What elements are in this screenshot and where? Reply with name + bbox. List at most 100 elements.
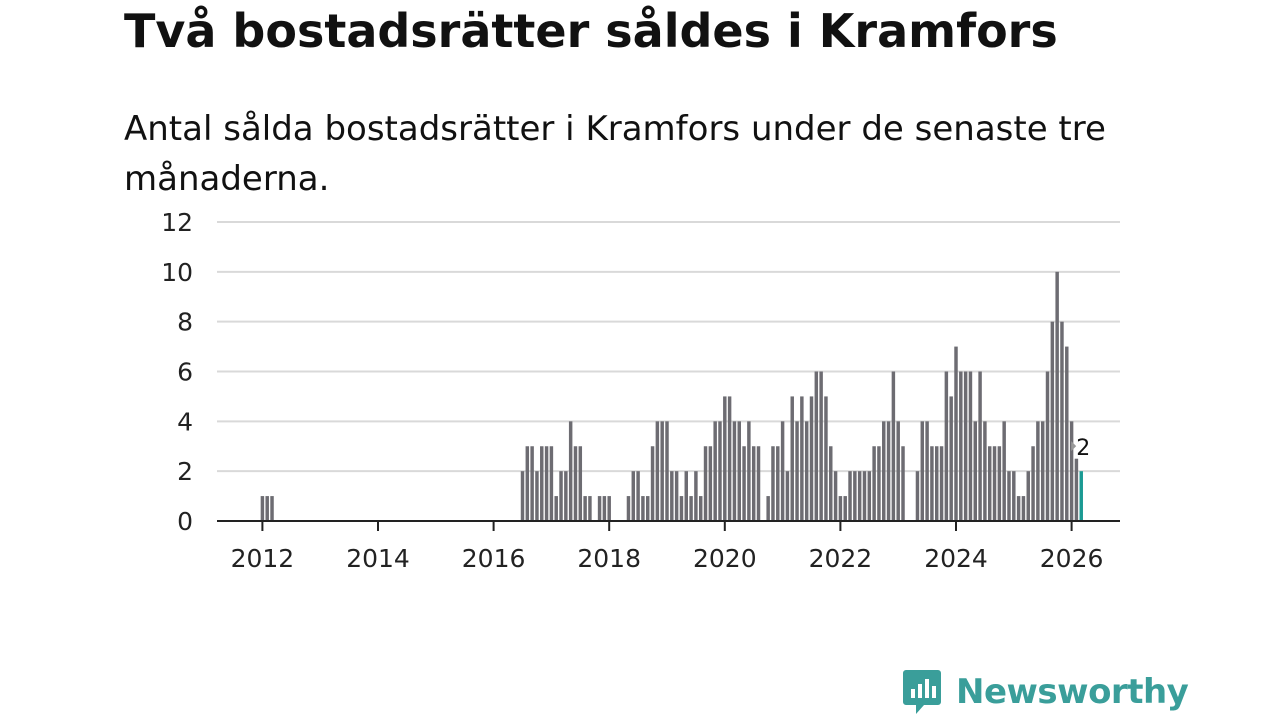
bar <box>901 446 905 521</box>
bar <box>780 421 785 521</box>
bar <box>727 396 732 521</box>
chart-subtitle: Antal sålda bostadsrätter i Kramfors und… <box>124 109 1106 199</box>
bar <box>968 371 973 521</box>
annotation-pointer <box>1071 441 1077 452</box>
bar <box>626 496 631 521</box>
bar <box>670 471 674 521</box>
bar <box>987 446 992 521</box>
bar <box>939 446 944 521</box>
bar <box>800 396 804 521</box>
bar <box>732 421 737 521</box>
bar <box>1036 421 1040 521</box>
bar <box>819 371 823 521</box>
bar <box>771 446 775 521</box>
x-tick-label: 2022 <box>809 544 873 573</box>
bar <box>1002 421 1006 521</box>
bar <box>1021 496 1026 521</box>
x-tick-label: 2014 <box>346 544 410 573</box>
bar <box>679 496 684 521</box>
bar <box>963 371 968 521</box>
bar <box>809 396 814 521</box>
newsworthy-logo: Newsworthy <box>902 668 1189 716</box>
bar <box>833 471 838 521</box>
bar <box>646 496 650 521</box>
bar <box>564 471 568 521</box>
data-label: 2 <box>1076 436 1090 461</box>
bar <box>573 446 578 521</box>
y-tick-label: 2 <box>177 457 193 486</box>
bar <box>674 471 679 521</box>
bar <box>785 471 790 521</box>
bar <box>862 471 867 521</box>
x-tick-label: 2018 <box>577 544 641 573</box>
x-tick-label: 2020 <box>693 544 757 573</box>
bar <box>882 421 886 521</box>
bar <box>1045 371 1050 521</box>
x-tick-label: 2016 <box>462 544 526 573</box>
bar <box>944 371 949 521</box>
bar <box>848 471 852 521</box>
bar <box>756 446 761 521</box>
x-tick-label: 2026 <box>1040 544 1104 573</box>
bar <box>597 496 602 521</box>
bar <box>718 421 722 521</box>
bar <box>829 446 833 521</box>
y-tick-label: 10 <box>161 258 193 287</box>
bar <box>578 446 583 521</box>
bar <box>843 496 847 521</box>
bar <box>872 446 876 521</box>
bar <box>694 471 698 521</box>
bar <box>920 421 925 521</box>
bar <box>814 371 819 521</box>
bar <box>554 496 558 521</box>
bar <box>790 396 794 521</box>
bar <box>1016 496 1021 521</box>
bar <box>742 446 746 521</box>
bar <box>925 421 929 521</box>
bar <box>896 421 900 521</box>
bar <box>751 446 756 521</box>
bar <box>689 496 693 521</box>
bar <box>703 446 708 521</box>
x-tick-label: 2012 <box>231 544 295 573</box>
bar <box>766 496 770 521</box>
bar <box>607 496 611 521</box>
bar <box>568 421 573 521</box>
bar <box>535 471 539 521</box>
bar <box>877 446 881 521</box>
bar <box>698 496 703 521</box>
y-tick-label: 8 <box>177 308 193 337</box>
bar <box>949 396 953 521</box>
x-tick-label: 2024 <box>924 544 988 573</box>
y-tick-label: 6 <box>177 358 193 387</box>
bar <box>838 496 843 521</box>
newsworthy-chart-bubble-icon <box>903 670 941 714</box>
bar <box>1074 458 1079 521</box>
bar <box>631 471 636 521</box>
bar <box>530 446 534 521</box>
bar <box>265 496 269 521</box>
bar <box>776 446 780 521</box>
bar <box>520 471 525 521</box>
bar <box>1060 321 1064 521</box>
y-tick-label: 0 <box>177 507 193 536</box>
bar <box>723 396 727 521</box>
bar <box>540 446 544 521</box>
bar-highlight <box>1079 471 1083 521</box>
y-tick-label: 12 <box>161 208 193 237</box>
bar <box>660 421 664 521</box>
bar <box>795 421 799 521</box>
bar <box>260 496 265 521</box>
bar <box>747 421 751 521</box>
bar <box>853 471 857 521</box>
bar <box>708 446 713 521</box>
bar <box>978 371 982 521</box>
bar <box>655 421 660 521</box>
bar <box>886 421 891 521</box>
bar <box>1031 446 1035 521</box>
bar <box>997 446 1002 521</box>
bar <box>665 421 669 521</box>
bar <box>930 446 934 521</box>
bar <box>270 496 274 521</box>
